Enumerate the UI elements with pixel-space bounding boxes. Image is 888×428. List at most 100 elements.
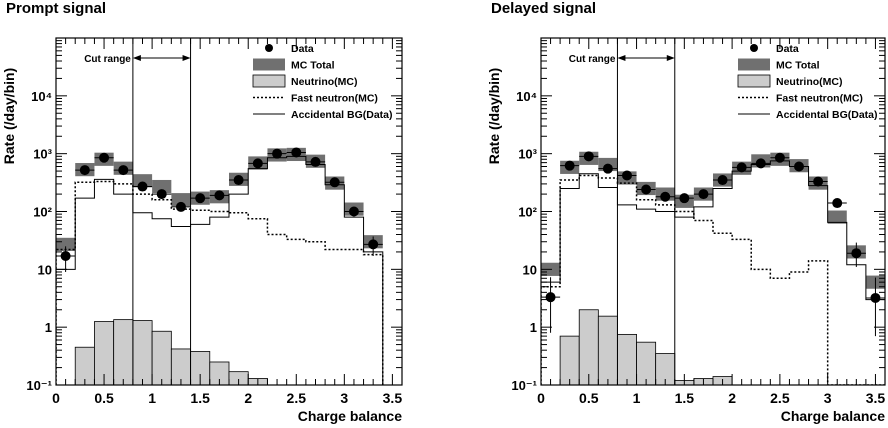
x-tick-label: 0.5	[94, 390, 114, 406]
x-tick-label: 2	[728, 390, 736, 406]
x-tick-label: 1.5	[190, 390, 210, 406]
data-point	[272, 148, 283, 159]
mc-total-band	[132, 174, 153, 188]
cut-range-label: Cut range	[84, 54, 131, 65]
mc-total-band	[827, 210, 847, 224]
neutrino-bar	[578, 309, 599, 385]
data-point	[329, 177, 340, 188]
neutrino-bar	[559, 335, 580, 385]
data-point	[60, 251, 71, 262]
data-point	[175, 201, 186, 212]
accidental-bg-histogram	[56, 155, 384, 385]
data-point	[717, 175, 728, 186]
legend-swatch	[737, 74, 771, 88]
x-axis-label: Charge balance	[298, 408, 402, 424]
x-tick-label: 1	[633, 390, 641, 406]
x-tick-label: 2	[244, 390, 252, 406]
legend-label: Neutrino(MC)	[291, 76, 358, 88]
legend-swatch	[750, 44, 758, 52]
data-point	[736, 162, 747, 173]
mc-total-band	[56, 237, 76, 251]
data-point	[698, 189, 709, 200]
neutrino-bar	[617, 333, 637, 385]
data-point	[813, 176, 824, 187]
y-axis-label: Rate (/day/bin)	[1, 68, 17, 164]
legend-label: Data	[291, 43, 314, 55]
y-tick-label: 10	[523, 262, 537, 277]
y-tick-label: 1	[45, 320, 52, 335]
x-tick-label: 1.5	[675, 390, 695, 406]
x-tick-label: 0	[52, 390, 60, 406]
legend-swatch	[265, 44, 273, 52]
data-point	[870, 292, 881, 303]
accidental-bg-histogram	[541, 160, 885, 385]
data-point	[832, 198, 843, 209]
legend-label: MC Total	[291, 60, 335, 72]
data-point	[118, 165, 129, 176]
y-tick-label: 1	[530, 320, 537, 335]
legend-label: Fast neutron(MC)	[291, 93, 378, 105]
data-point	[291, 147, 302, 158]
legend-label: MC Total	[776, 60, 820, 72]
y-tick-label: 10²	[33, 205, 52, 220]
neutrino-bar	[636, 341, 657, 385]
mc-total-band	[171, 193, 191, 207]
legend-swatch	[738, 58, 770, 71]
data-point	[755, 158, 766, 169]
legend-label: Neutrino(MC)	[776, 76, 843, 88]
data-point	[79, 165, 90, 176]
cut-arrow-head	[182, 55, 191, 61]
data-point	[679, 193, 690, 204]
data-point	[156, 189, 167, 200]
x-tick-label: 2.5	[287, 390, 307, 406]
data-point	[564, 160, 575, 171]
cut-arrow-head	[617, 55, 626, 61]
data-point	[368, 239, 379, 250]
x-tick-label: 0.5	[579, 390, 599, 406]
mc-total-band	[152, 179, 172, 194]
data-point	[774, 152, 785, 163]
data-point	[214, 190, 225, 201]
y-tick-label: 10⁴	[516, 89, 537, 104]
legend-label: Data	[776, 43, 799, 55]
cut-arrow-head	[666, 55, 675, 61]
data-point	[348, 206, 359, 217]
chart-title: Prompt signal	[6, 0, 107, 17]
data-point	[660, 191, 671, 202]
legend-label: Fast neutron(MC)	[776, 93, 863, 105]
x-tick-label: 0	[537, 390, 545, 406]
legend-swatch	[252, 74, 286, 88]
y-tick-label: 10³	[518, 147, 537, 162]
y-tick-label: 10³	[33, 147, 52, 162]
plot-area	[541, 151, 885, 385]
x-tick-label: 3.5	[383, 390, 403, 406]
y-tick-label: 10⁴	[31, 89, 52, 104]
y-axis-label: Rate (/day/bin)	[486, 68, 502, 164]
x-tick-label: 3.5	[866, 390, 886, 406]
y-tick-label: 10²	[518, 205, 537, 220]
x-axis-label: Charge balance	[781, 408, 885, 424]
data-point	[641, 184, 652, 195]
neutrino-bar	[597, 315, 618, 385]
y-tick-label: 10	[38, 262, 52, 277]
cut-range-label: Cut range	[569, 54, 616, 65]
y-tick-label: 10⁻¹	[511, 378, 537, 393]
legend-label: Accidental BG(Data)	[291, 109, 393, 121]
fast-neutron-histogram	[541, 174, 885, 385]
legend-swatch	[253, 58, 285, 71]
data-point	[137, 181, 148, 192]
data-point	[99, 152, 110, 163]
data-point	[794, 161, 804, 172]
data-point	[545, 292, 556, 303]
data-point	[602, 163, 613, 174]
data-point	[233, 175, 244, 186]
data-point	[310, 156, 321, 167]
x-tick-label: 3	[824, 390, 832, 406]
data-point	[195, 193, 206, 204]
x-tick-label: 2.5	[770, 390, 790, 406]
data-point	[252, 158, 263, 169]
data-point	[622, 170, 632, 181]
x-tick-label: 1	[148, 390, 156, 406]
